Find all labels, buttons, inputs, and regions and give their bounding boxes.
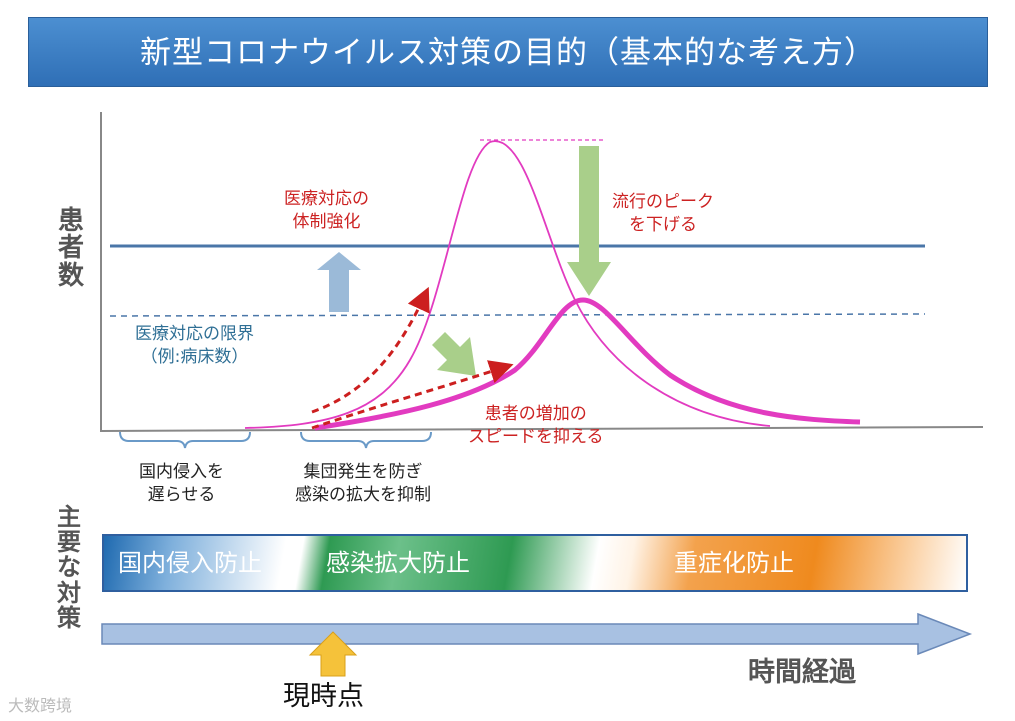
brace-middle bbox=[300, 431, 432, 449]
time-elapsed-label: 時間経過 bbox=[748, 657, 856, 688]
label-line: 体制強化 bbox=[292, 211, 361, 232]
label-line: 集団発生を防ぎ bbox=[303, 462, 423, 482]
policy-prevent-entry: 国内侵入防止 bbox=[118, 549, 262, 577]
slow-spread-label: 患者の増加の スピードを抑える bbox=[468, 403, 604, 449]
page-title: 新型コロナウイルス対策の目的（基本的な考え方） bbox=[140, 35, 876, 71]
capacity-limit-label: 医療対応の限界 （例:病床数） bbox=[135, 323, 254, 369]
slow-spread-arrow bbox=[432, 332, 476, 376]
measures-char: 要 bbox=[57, 528, 81, 557]
measures-char: 対 bbox=[57, 578, 81, 607]
time-axis-arrow bbox=[101, 612, 973, 656]
mitigated-curve bbox=[314, 297, 861, 431]
label-line: 医療対応の限界 bbox=[135, 324, 254, 344]
label-line: スピードを抑える bbox=[468, 426, 604, 447]
watermark: 大数跨境 bbox=[8, 696, 73, 715]
steep-growth-arrow bbox=[311, 286, 430, 414]
capacity-limit-line bbox=[109, 313, 926, 317]
policy-prevent-spread: 感染拡大防止 bbox=[326, 549, 470, 577]
label-line: 流行のピーク bbox=[612, 192, 714, 212]
current-point-arrow bbox=[308, 631, 358, 677]
label-line: 患者の増加の bbox=[484, 404, 587, 424]
main-measures-label: 主 要 な 対 策 bbox=[54, 503, 84, 632]
capacity-raise-label: 医療対応の 体制強化 bbox=[284, 188, 369, 234]
y-axis-char: 者 bbox=[57, 233, 84, 264]
unmitigated-curve bbox=[244, 140, 771, 429]
policy-prevent-severe: 重症化防止 bbox=[674, 549, 794, 577]
measures-char: 策 bbox=[57, 603, 81, 632]
label-line: （例:病床数） bbox=[140, 346, 249, 367]
current-point-label: 現時点 bbox=[283, 681, 364, 712]
x-axis bbox=[100, 426, 984, 432]
label-line: 感染の拡大を抑制 bbox=[295, 484, 431, 505]
phase-delay-entry-label: 国内侵入を 遅らせる bbox=[139, 461, 224, 507]
slowed-growth-arrow bbox=[311, 360, 514, 430]
lower-peak-label: 流行のピーク を下げる bbox=[612, 191, 714, 237]
lower-peak-arrow bbox=[567, 146, 611, 296]
y-axis-char: 数 bbox=[57, 260, 84, 291]
y-axis-char: 患 bbox=[57, 206, 84, 236]
label-line: を下げる bbox=[629, 214, 697, 235]
label-line: 医療対応の bbox=[284, 189, 369, 209]
y-axis-label: 患 者 数 bbox=[56, 206, 86, 291]
label-line: 国内侵入を bbox=[139, 462, 224, 482]
policy-band: 国内侵入防止 感染拡大防止 重症化防止 bbox=[102, 534, 968, 592]
label-line: 遅らせる bbox=[147, 484, 216, 505]
measures-char: 主 bbox=[57, 503, 81, 531]
measures-char: な bbox=[57, 553, 81, 582]
title-bar: 新型コロナウイルス対策の目的（基本的な考え方） bbox=[28, 17, 988, 87]
brace-left bbox=[119, 431, 251, 449]
phase-contain-label: 集団発生を防ぎ 感染の拡大を抑制 bbox=[295, 461, 431, 507]
capacity-up-arrow bbox=[317, 252, 361, 312]
